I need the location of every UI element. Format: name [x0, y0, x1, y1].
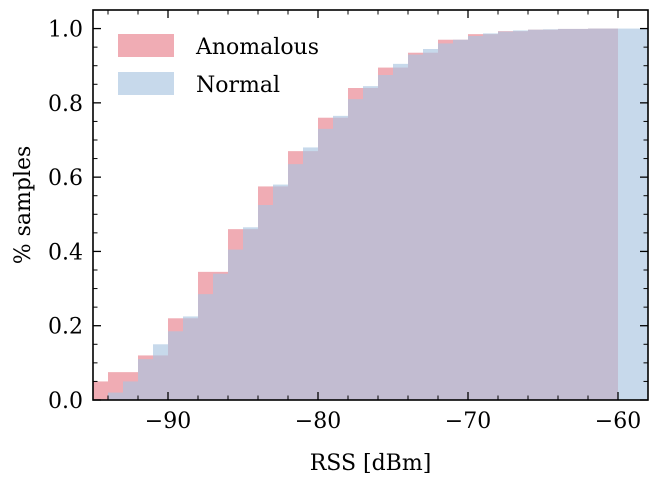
bar-normal-7: [213, 273, 228, 400]
y-tick-label: 0.6: [48, 166, 83, 191]
x-tick-label: −90: [145, 409, 191, 434]
bar-normal-14: [318, 128, 333, 400]
bar-normal-19: [393, 63, 408, 400]
series-normal: [108, 28, 648, 400]
y-axis-label: % samples: [11, 146, 36, 265]
legend-swatch-anomalous: [118, 34, 174, 57]
bar-normal-33: [603, 28, 618, 400]
bar-normal-12: [288, 164, 303, 400]
bar-normal-17: [363, 86, 378, 400]
x-tick-label: −60: [595, 409, 641, 434]
bar-normal-4: [168, 331, 183, 400]
bar-normal-9: [243, 227, 258, 400]
bar-normal-21: [423, 49, 438, 400]
bar-normal-3: [153, 344, 168, 400]
bar-normal-10: [258, 205, 273, 400]
axes-frame: [92, 9, 649, 401]
legend: Anomalous Normal: [118, 34, 319, 98]
bar-normal-31: [573, 28, 588, 400]
bar-normal-20: [408, 54, 423, 400]
bar-normal-11: [273, 184, 288, 400]
bar-normal-15: [333, 115, 348, 400]
y-tick-label: 1.0: [48, 18, 83, 43]
histogram-bars: [93, 28, 648, 400]
bar-normal-8: [228, 249, 243, 400]
bar-normal-23: [453, 39, 468, 400]
y-tick-label: 0.8: [48, 92, 83, 117]
bar-normal-13: [303, 147, 318, 400]
y-tick-label: 0.2: [48, 315, 83, 340]
bar-normal-34: [618, 28, 633, 400]
bar-normal-2: [138, 359, 153, 400]
bar-normal-25: [483, 33, 498, 400]
legend-label-anomalous: Anomalous: [195, 35, 319, 60]
plot-border: [92, 9, 649, 401]
bar-normal-6: [198, 294, 213, 400]
bar-normal-29: [543, 29, 558, 400]
bar-normal-5: [183, 316, 198, 400]
x-tick-label: −80: [295, 409, 341, 434]
legend-swatch-normal: [118, 72, 174, 95]
axis-ticks: −90 −80 −70 −60 0.0 0.2 0.4 0.6 0.8 1.0: [48, 10, 649, 434]
y-tick-label: 0.0: [48, 389, 83, 414]
bar-normal-18: [378, 75, 393, 400]
bar-normal-26: [498, 31, 513, 400]
bar-normal-30: [558, 28, 573, 400]
x-tick-label: −70: [445, 409, 491, 434]
bar-normal-27: [513, 30, 528, 400]
y-tick-label: 0.4: [48, 240, 83, 265]
bar-normal-22: [438, 43, 453, 400]
x-axis-label: RSS [dBm]: [310, 451, 432, 476]
bar-normal-32: [588, 28, 603, 400]
bar-anomalous-1: [93, 381, 108, 400]
bar-normal-28: [528, 29, 543, 400]
legend-label-normal: Normal: [196, 73, 280, 98]
axis-labels: RSS [dBm] % samples: [11, 146, 431, 476]
bar-normal-16: [348, 99, 363, 400]
bar-normal-24: [468, 36, 483, 400]
bar-normal-1: [123, 381, 138, 400]
bar-normal-0: [108, 392, 123, 400]
